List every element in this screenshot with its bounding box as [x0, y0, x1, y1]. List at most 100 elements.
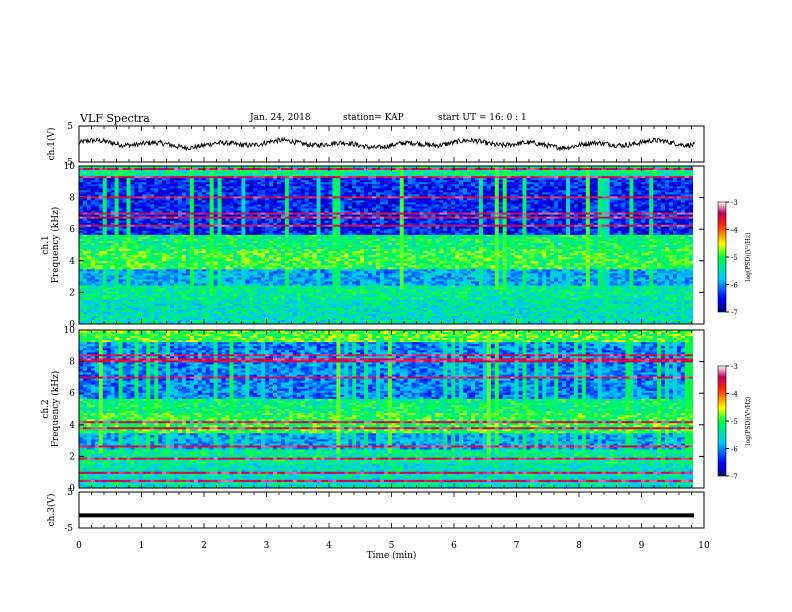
- spectrogram-cell: [625, 186, 630, 189]
- spectrogram-cell: [249, 216, 254, 219]
- spectrogram-cell: [447, 224, 452, 228]
- spectrogram-cell: [102, 196, 108, 199]
- spectrogram-cell: [423, 222, 428, 226]
- spectrogram-cell: [467, 214, 472, 217]
- spectrogram-cell: [526, 192, 531, 195]
- spectrogram-cell: [364, 174, 369, 177]
- spectrogram-cell: [348, 172, 353, 175]
- spectrogram-cell: [257, 218, 262, 221]
- spectrogram-cell: [471, 214, 476, 217]
- spectrogram-cell: [554, 166, 559, 169]
- spectrogram-cell: [134, 172, 139, 175]
- spectrogram-cell: [229, 226, 234, 230]
- spectrogram-cell: [554, 216, 559, 219]
- spectrogram-cell: [292, 220, 298, 224]
- spectrogram-cell: [573, 208, 579, 211]
- spectrogram-cell: [340, 168, 345, 171]
- spectrogram-cell: [142, 218, 147, 221]
- spectrogram-cell: [593, 200, 599, 203]
- spectrogram-cell: [657, 194, 662, 197]
- spectrogram-cell: [110, 186, 115, 189]
- spectrogram-cell: [502, 188, 507, 191]
- spectrogram-cell: [526, 166, 531, 169]
- spectrogram-cell: [558, 180, 563, 183]
- spectrogram-cell: [605, 188, 610, 191]
- spectrogram-cell: [573, 218, 579, 221]
- spectrogram-cell: [304, 228, 309, 232]
- spectrogram-cell: [284, 226, 290, 230]
- spectrogram-cell: [292, 176, 298, 179]
- spectrogram-cell: [490, 220, 496, 224]
- spectrogram-cell: [419, 216, 424, 219]
- spectrogram-cell: [261, 200, 266, 203]
- spectrogram-cell: [296, 228, 302, 232]
- spectrogram-cell: [261, 186, 266, 189]
- spectrogram-cell: [336, 176, 341, 179]
- spectrogram-cell: [570, 204, 575, 207]
- spectrogram-cell: [253, 200, 258, 203]
- spectrogram-cell: [653, 168, 658, 171]
- spectrogram-cell: [118, 194, 123, 197]
- spectrogram-cell: [645, 224, 650, 228]
- spectrogram-cell: [570, 192, 575, 195]
- spectrogram-cell: [312, 168, 317, 171]
- spectrogram-cell: [177, 216, 183, 219]
- spectrogram-cell: [142, 216, 147, 219]
- spectrogram-cell: [387, 208, 393, 211]
- spectrogram-cell: [486, 200, 492, 203]
- spectrogram-cell: [106, 170, 111, 173]
- spectrogram-cell: [585, 218, 591, 221]
- spectrogram-cell: [300, 204, 306, 207]
- spectrogram-cell: [399, 224, 404, 228]
- spectrogram-cell: [629, 214, 634, 217]
- spectrogram-cell: [114, 168, 119, 171]
- spectrogram-cell: [570, 226, 575, 230]
- spectrogram-cell: [459, 194, 464, 197]
- spectrogram-cell: [106, 184, 111, 187]
- spectrogram-cell: [138, 212, 143, 215]
- spectrogram-cell: [486, 172, 492, 175]
- spectrogram-cell: [292, 202, 298, 205]
- spectrogram-cell: [558, 170, 563, 173]
- spectrogram-cell: [233, 174, 238, 177]
- spectrogram-cell: [676, 188, 682, 191]
- spectrogram-cell: [300, 174, 306, 177]
- spectrogram-cell: [391, 202, 397, 205]
- spectrogram-cell: [601, 180, 606, 183]
- spectrogram-cell: [526, 226, 531, 230]
- spectrogram-cell: [257, 198, 262, 201]
- spectrogram-cell: [233, 184, 238, 187]
- spectrogram-cell: [447, 176, 452, 179]
- spectrogram-cell: [205, 228, 210, 232]
- spectrogram-cell: [122, 188, 127, 191]
- spectrogram-cell: [538, 182, 543, 185]
- spectrogram-cell: [328, 196, 333, 199]
- spectrogram-cell: [288, 172, 294, 175]
- spectrogram-cell: [288, 216, 294, 219]
- spectrogram-cell: [423, 178, 428, 181]
- spectrogram-cell: [253, 172, 258, 175]
- spectrogram-cell: [478, 226, 484, 230]
- spectrogram-cell: [538, 206, 543, 209]
- spectrogram-cell: [407, 178, 412, 181]
- spectrogram-cell: [146, 228, 151, 232]
- spectrogram-cell: [241, 192, 246, 195]
- spectrogram-cell: [502, 172, 507, 175]
- spectrogram-cell: [597, 190, 602, 193]
- spectrogram-cell: [562, 210, 567, 213]
- spectrogram-cell: [344, 168, 349, 171]
- spectrogram-cell: [486, 188, 492, 191]
- spectrogram-cell: [134, 192, 139, 195]
- spectrogram-cell: [312, 188, 317, 191]
- spectrogram-cell: [265, 198, 270, 201]
- spectrogram-cell: [352, 178, 357, 181]
- spectrogram-cell: [110, 200, 115, 203]
- spectrogram-cell: [498, 188, 503, 191]
- spectrogram-cell: [340, 170, 345, 173]
- spectrogram-cell: [118, 166, 123, 169]
- spectrogram-cell: [249, 204, 254, 207]
- spectrogram-cell: [142, 210, 147, 213]
- spectrogram-cell: [637, 204, 642, 207]
- spectrogram-cell: [356, 204, 361, 207]
- spectrogram-cell: [118, 220, 123, 224]
